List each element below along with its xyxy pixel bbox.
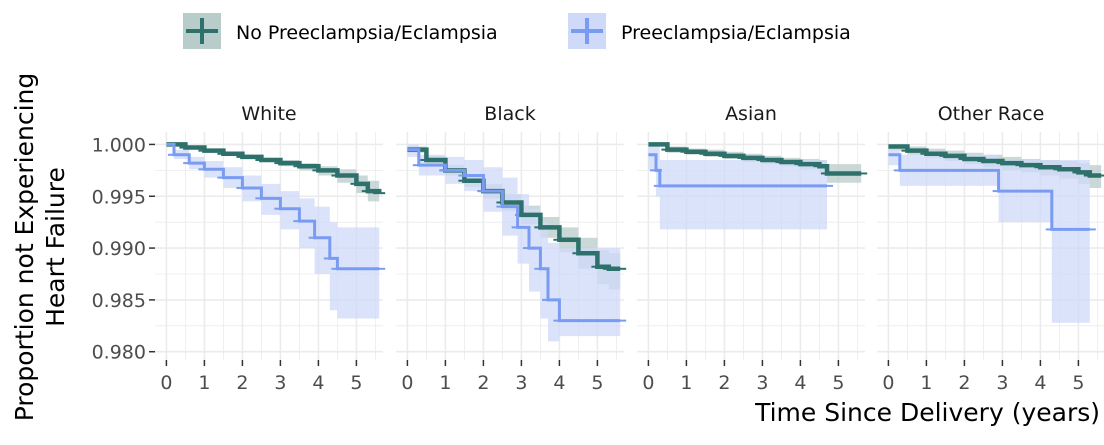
x-tick-label: 3 xyxy=(996,372,1008,394)
survival-line-preeclampsia xyxy=(166,142,380,271)
confidence-band-preeclampsia xyxy=(407,144,621,342)
y-axis-title: Proportion not Experiencing Heart Failur… xyxy=(10,73,70,422)
x-tick-label: 1 xyxy=(680,372,692,394)
panel-asian: Asian 0 1 2 3 4 5 xyxy=(637,103,868,394)
legend-item-no-preeclampsia: No Preeclampsia/Eclampsia xyxy=(183,13,498,49)
confidence-band-preeclampsia xyxy=(888,144,1090,323)
x-tick-label: 0 xyxy=(882,372,894,394)
x-tick-label: 2 xyxy=(477,372,489,394)
x-tick-label: 2 xyxy=(718,372,730,394)
x-tick-label: 1 xyxy=(920,372,932,394)
panel-title-white: White xyxy=(241,103,296,125)
x-tick-label: 0 xyxy=(642,372,654,394)
y-tick-label: 0.995 xyxy=(92,186,146,208)
panel-title-black: Black xyxy=(484,103,535,125)
x-tick-label: 3 xyxy=(515,372,527,394)
legend-label-preeclampsia: Preeclampsia/Eclampsia xyxy=(621,22,851,44)
confidence-band-preeclampsia xyxy=(166,144,380,321)
y-axis: 0.980 0.985 0.990 0.995 1.000 xyxy=(92,134,155,364)
y-tick-label: 0.985 xyxy=(92,290,146,312)
x-tick-label: 5 xyxy=(1072,372,1084,394)
x-tick-label: 5 xyxy=(832,372,844,394)
x-tick-label: 4 xyxy=(1034,372,1046,394)
y-tick-label: 1.000 xyxy=(92,134,146,156)
x-tick-label: 2 xyxy=(236,372,248,394)
x-tick-label: 0 xyxy=(160,372,172,394)
x-axis-title: Time Since Delivery (years) xyxy=(754,398,1100,427)
legend-label-no-preeclampsia: No Preeclampsia/Eclampsia xyxy=(236,22,498,44)
survival-line-preeclampsia xyxy=(888,153,1090,231)
panel-black: Black 0 1 2 3 4 5 xyxy=(396,103,627,394)
x-tick-label: 2 xyxy=(958,372,970,394)
x-tick-label: 3 xyxy=(274,372,286,394)
panel-other-race: Other Race 0 1 2 3 4 5 xyxy=(877,103,1104,394)
x-tick-label: 3 xyxy=(756,372,768,394)
panel-white: White 0 1 2 3 4 5 xyxy=(155,103,386,394)
x-tick-label: 4 xyxy=(794,372,806,394)
y-axis-title-line-1: Proportion not Experiencing xyxy=(10,73,39,422)
y-axis-title-line-2: Heart Failure xyxy=(41,167,70,327)
x-tick-label: 5 xyxy=(591,372,603,394)
y-tick-label: 0.990 xyxy=(92,238,146,260)
x-tick-label: 1 xyxy=(439,372,451,394)
y-tick-label: 0.980 xyxy=(92,342,146,364)
panel-title-asian: Asian xyxy=(725,103,777,125)
x-tick-label: 1 xyxy=(198,372,210,394)
x-tick-label: 4 xyxy=(553,372,565,394)
legend-item-preeclampsia: Preeclampsia/Eclampsia xyxy=(568,13,851,49)
x-tick-label: 5 xyxy=(350,372,362,394)
x-tick-label: 4 xyxy=(312,372,324,394)
panel-title-other-race: Other Race xyxy=(938,103,1045,125)
legend: No Preeclampsia/Eclampsia Preeclampsia/E… xyxy=(183,13,851,49)
x-tick-label: 0 xyxy=(401,372,413,394)
